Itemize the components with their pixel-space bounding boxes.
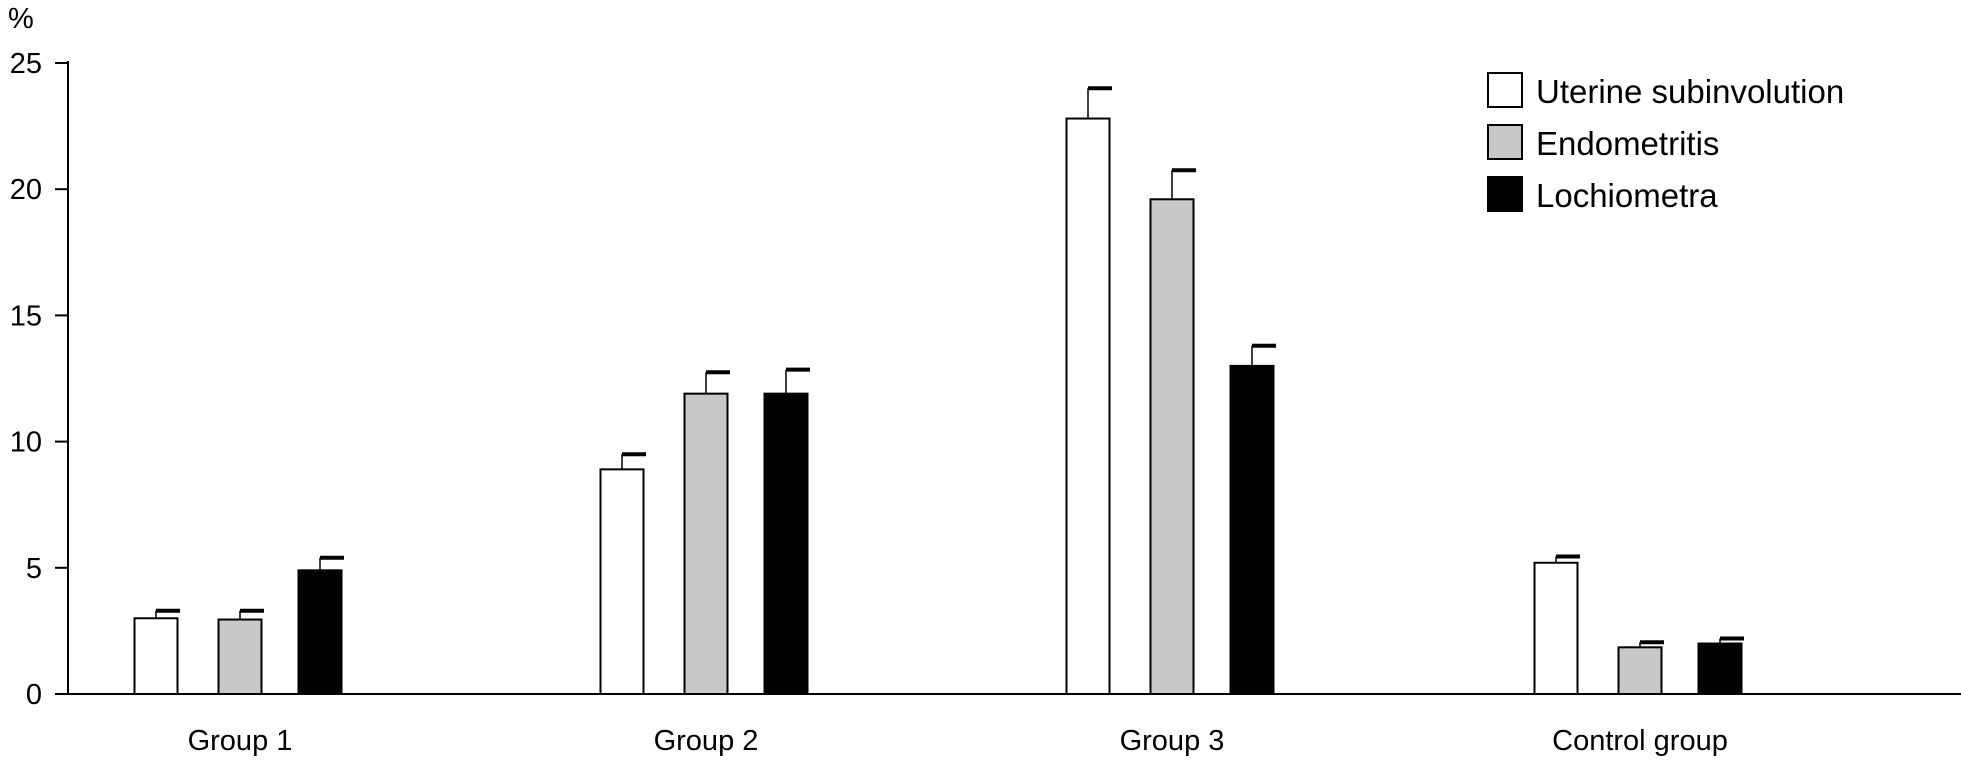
y-tick-label: 0	[26, 679, 42, 711]
bar-endometritis	[1617, 646, 1663, 696]
category-labels: Group 1 Group 2 Group 3 Control group	[188, 725, 1728, 757]
y-tick-label: 5	[26, 553, 42, 585]
x-tick-label: Group 2	[654, 725, 759, 757]
x-tick-label: Group 1	[188, 725, 293, 757]
bar-lochiometra	[1229, 364, 1275, 695]
legend-label: Lochiometra	[1536, 177, 1718, 214]
y-tick-label: 10	[10, 427, 42, 459]
bar-endometritis	[1149, 198, 1195, 696]
bar-endometritis	[683, 392, 729, 695]
bar-endometritis	[217, 618, 263, 695]
bar-uterine-subinvolution	[599, 468, 645, 696]
bars	[133, 86, 1744, 696]
y-ticks: 0 5 10 15 20 25	[10, 48, 68, 711]
bar-uterine-subinvolution	[1065, 117, 1111, 695]
y-tick-label: 20	[10, 174, 42, 206]
legend: Uterine subinvolution Endometritis Lochiom…	[1487, 72, 1844, 214]
y-tick-label: 25	[10, 48, 42, 80]
legend-label: Endometritis	[1536, 125, 1719, 162]
bar-lochiometra	[763, 392, 809, 695]
x-tick-label: Control group	[1552, 725, 1728, 757]
legend-swatch	[1487, 176, 1523, 212]
bar-lochiometra	[297, 569, 343, 695]
bar-uterine-subinvolution	[1533, 561, 1579, 696]
bar-uterine-subinvolution	[133, 617, 179, 696]
x-tick-label: Group 3	[1120, 725, 1225, 757]
legend-swatch	[1487, 124, 1523, 160]
y-tick-label: 15	[10, 300, 42, 332]
bar-lochiometra	[1697, 642, 1743, 696]
legend-swatch	[1487, 72, 1523, 108]
y-axis-label: %	[8, 3, 34, 35]
legend-label: Uterine subinvolution	[1536, 73, 1844, 110]
